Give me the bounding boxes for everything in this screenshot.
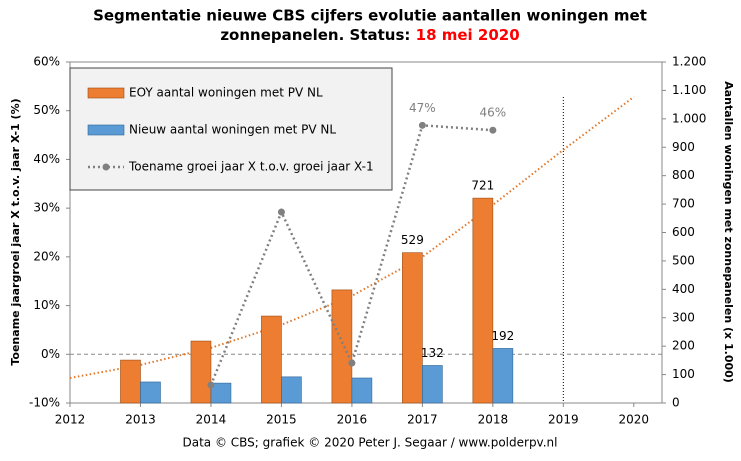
bar [190,340,212,404]
legend-swatch [87,124,125,136]
x-tick-label: 2017 [407,413,438,427]
data-label: 46% [480,106,507,120]
legend-swatch [87,87,125,99]
growth-point [277,208,285,216]
y2-tick-label: 900 [672,140,695,154]
legend-label: EOY aantal woningen met PV NL [129,86,323,100]
x-tick-label: 2019 [548,413,579,427]
growth-point [489,126,497,134]
bar [492,348,514,404]
y-tick-label: 10% [33,298,60,312]
bar [281,376,302,404]
x-tick-label: 2020 [619,413,650,427]
growth-point [418,121,426,129]
x-tick-label: 2013 [125,413,156,427]
bar [472,197,494,404]
status-date: 18 mei 2020 [416,26,520,44]
y2-tick-label: 300 [672,310,695,324]
y-tick-label: 40% [33,152,60,166]
y2-tick-label: 1.100 [672,83,706,97]
bar [120,359,141,404]
bar [351,377,373,404]
y2-tick-label: 400 [672,282,695,296]
data-label: 132 [421,346,444,360]
y2-tick-label: 1.000 [672,111,706,125]
bar [261,315,282,404]
x-tick-label: 2018 [478,413,509,427]
legend-label: Toename groei jaar X t.o.v. groei jaar X… [128,160,374,174]
y-tick-label: 20% [33,249,60,263]
bar [422,365,443,404]
data-label: 192 [491,329,514,343]
y2-tick-label: 1.200 [672,55,706,69]
data-label: 721 [471,179,494,193]
bar [140,381,161,404]
y-axis-label: Toename jaargroei jaar X t.o.v. jaar X-1… [9,98,22,365]
data-label: 529 [401,233,424,247]
y-tick-label: 0% [41,347,60,361]
chart-title: Segmentatie nieuwe CBS cijfers evolutie … [93,7,647,25]
bar [331,289,353,404]
x-tick-label: 2012 [55,413,86,427]
y2-tick-label: 700 [672,197,695,211]
y-tick-label: 50% [33,103,60,117]
growth-point [348,359,356,367]
y-tick-label: 60% [33,55,60,69]
y2-tick-label: 0 [672,396,680,410]
growth-point [207,381,215,389]
y-tick-label: -10% [29,396,60,410]
y-tick-label: 30% [33,201,60,215]
chart-title: zonnepanelen. Status: 18 mei 2020 [220,26,519,44]
legend-label: Nieuw aantal woningen met PV NL [129,123,336,137]
data-label: 47% [409,101,436,115]
bar [402,252,423,404]
y2-tick-label: 200 [672,339,695,353]
bar [210,382,232,404]
y2-axis-label: Aantallen woningen met zonnepanelen (x 1… [722,81,735,383]
x-tick-label: 2015 [266,413,297,427]
footer: Data © CBS; grafiek © 2020 Peter J. Sega… [183,436,558,450]
legend-swatch [102,163,110,171]
y2-tick-label: 800 [672,168,695,182]
x-tick-label: 2016 [337,413,368,427]
chart-title: zonnepanelen. Status: [220,26,410,44]
y2-tick-label: 500 [672,253,695,267]
y2-tick-label: 600 [672,225,695,239]
x-tick-label: 2014 [196,413,227,427]
y2-tick-label: 100 [672,367,695,381]
